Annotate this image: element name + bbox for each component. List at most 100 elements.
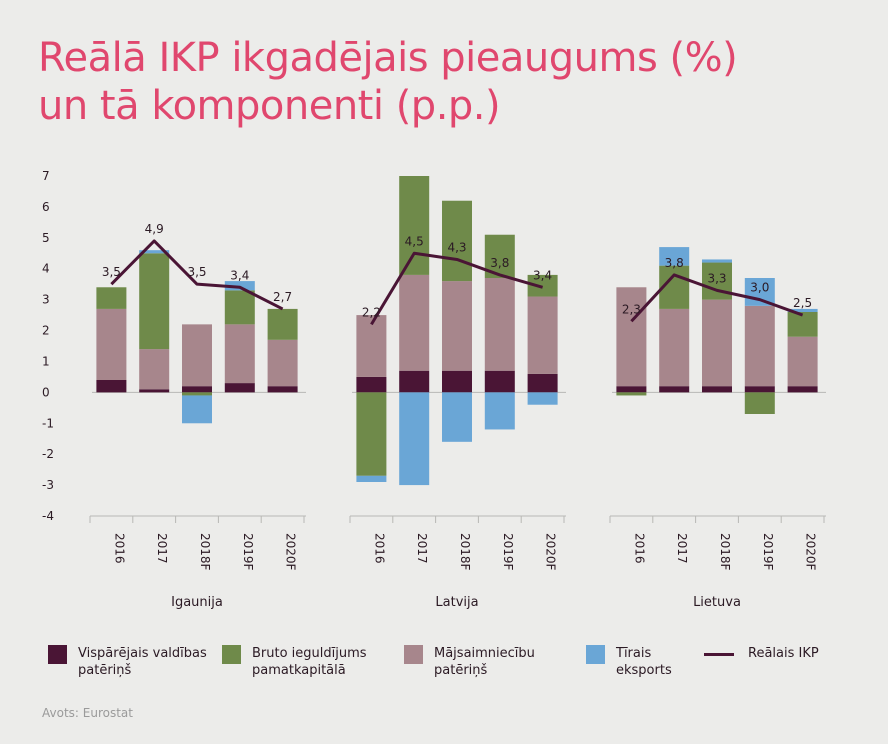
bar-government [399,370,430,393]
gdp-data-label: 3,8 [490,256,509,270]
y-tick-label: 4 [42,262,50,276]
bar-net-exports [787,308,818,312]
bar-net-exports [224,281,255,291]
y-tick-label: -2 [42,447,54,461]
chart-title-line2: un tā komponenti (p.p.) [38,83,501,129]
y-tick-label: 5 [42,231,50,245]
x-tick-label: 2017 [415,533,429,564]
gdp-data-label: 3,4 [533,268,552,282]
bar-households [96,308,127,380]
bar-government [527,373,558,393]
legend-label-gdp: Reālais IKP [748,646,819,661]
bar-investment [139,253,170,350]
bar-net-exports [442,392,472,442]
bar-net-exports [702,259,732,263]
bar-households [527,296,558,374]
bar-households [267,339,298,387]
x-tick-label: 2016 [632,533,646,564]
gdp-data-label: 3,0 [750,281,769,295]
legend-swatch-government [48,645,67,664]
gdp-line [370,251,544,326]
x-tick-label: 2019F [761,533,775,571]
y-tick-label: -1 [42,416,54,430]
x-tick-label: 2020F [284,533,298,571]
bar-government [484,370,515,393]
x-tick-label: 2018F [198,533,212,571]
gdp-line [110,239,284,311]
bar-government [224,383,255,393]
y-tick-label: 0 [42,385,50,399]
bar-government [96,380,127,393]
legend-label-net-exports-line1: Tīrais [616,646,652,661]
gdp-data-label: 4,9 [145,222,164,236]
x-tick-label: 2019F [241,533,255,571]
gdp-data-label: 3,5 [187,265,206,279]
bar-net-exports [139,250,170,254]
gdp-data-label: 4,3 [447,240,466,254]
bar-households [744,305,775,387]
legend-label-households-line1: Mājsaimniecību [434,646,535,661]
bar-government [182,386,212,393]
legend-label-investment-line1: Bruto ieguldījums [252,646,367,661]
panel-label: Latvija [435,595,478,610]
y-tick-label: 3 [42,293,50,307]
bar-government [744,386,775,393]
bar-households [484,278,515,371]
y-tick-label: 1 [42,354,50,368]
x-tick-label: 2018F [718,533,732,571]
legend-label-government-line1: Vispārējais valdības [78,646,207,661]
y-tick-label: 6 [42,200,50,214]
bar-investment [356,392,387,476]
bar-government [702,386,732,393]
bar-net-exports [659,247,690,266]
gdp-data-label: 2,2 [362,305,381,319]
bar-households [399,274,430,371]
bar-households [224,324,255,384]
y-tick-label: 2 [42,324,50,338]
bar-investment [744,392,775,414]
x-tick-label: 2020F [804,533,818,571]
x-tick-label: 2017 [675,533,689,564]
bar-government [616,386,647,393]
bar-households [616,287,647,387]
legend-swatch-households [404,645,423,664]
chart-title: Reālā IKP ikgadējais pieaugums (%) un tā… [38,34,868,130]
bar-households [139,349,170,390]
bar-net-exports [399,392,430,486]
gdp-line [630,273,804,323]
legend-label-households-line2: patēriņš [434,663,488,678]
x-tick-label: 2019F [501,533,515,571]
legend-line-gdp [704,653,734,656]
bar-households [442,281,472,371]
bar-households [702,299,732,387]
bar-government [787,386,818,393]
bar-investment [224,290,255,325]
bar-investment [442,200,472,282]
panel-label: Lietuva [693,595,741,610]
panel-label: Igaunija [171,595,223,610]
legend-label-government-line2: patēriņš [78,663,132,678]
legend-label-investment-line2: pamatkapitālā [252,663,346,678]
y-tick-label: 7 [42,169,50,183]
bar-investment [399,176,430,275]
legend-swatch-investment [222,645,241,664]
legend-swatch-net-exports [586,645,605,664]
gdp-data-label: 3,4 [230,268,249,282]
y-tick-label: -4 [42,509,54,523]
bar-investment [267,308,298,340]
bar-net-exports [356,475,387,482]
gdp-data-label: 2,7 [273,290,292,304]
x-tick-label: 2016 [112,533,126,564]
bar-households [787,336,818,387]
bar-government [356,376,387,393]
legend-label-net-exports-line2: eksports [616,663,672,678]
bar-households [182,324,212,387]
bar-government [442,370,472,393]
bar-net-exports [182,395,212,424]
gdp-data-label: 3,5 [102,265,121,279]
gdp-data-label: 4,5 [405,234,424,248]
bar-net-exports [484,392,515,430]
x-tick-label: 2018F [458,533,472,571]
gdp-data-label: 3,3 [707,271,726,285]
